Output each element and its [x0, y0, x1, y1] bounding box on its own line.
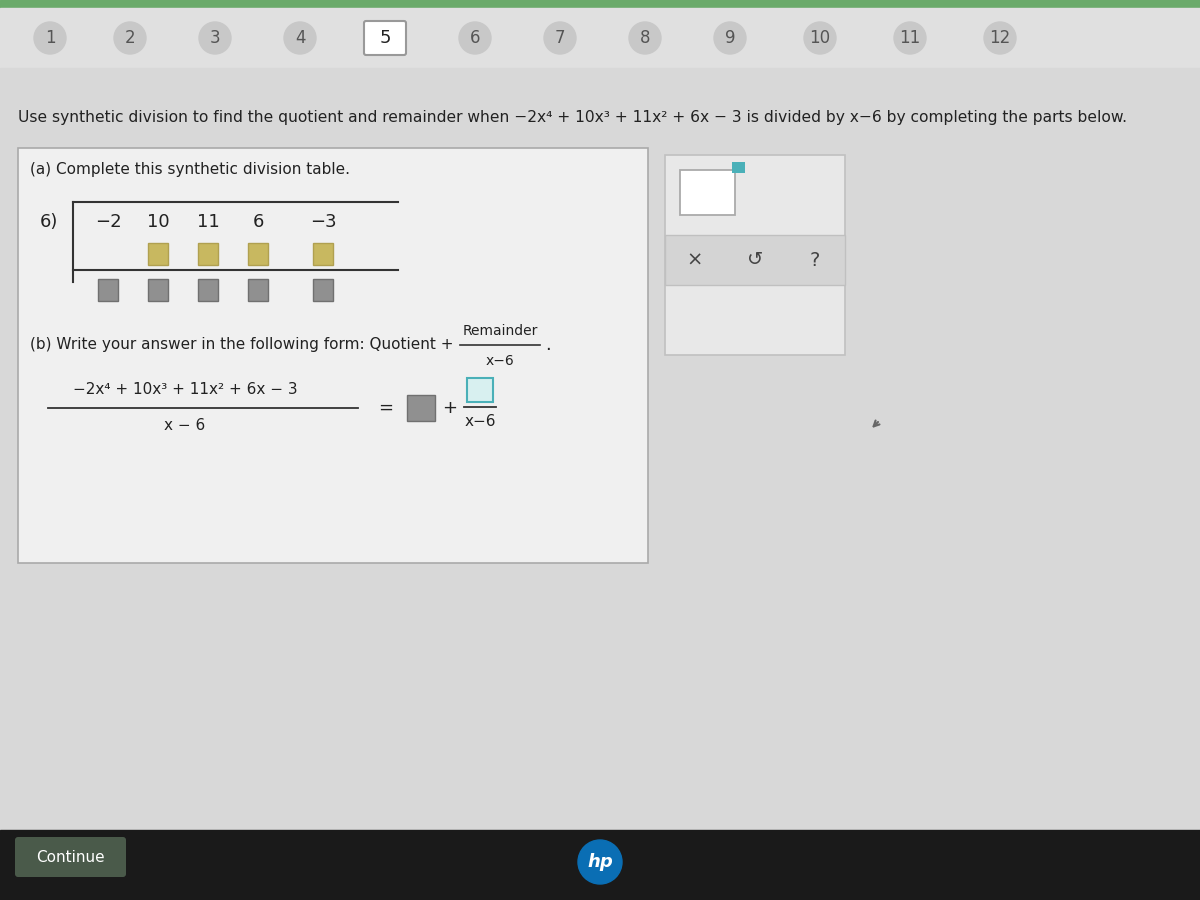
Circle shape [458, 22, 491, 54]
Text: .: . [545, 336, 551, 354]
Text: −2x⁴ + 10x³ + 11x² + 6x − 3: −2x⁴ + 10x³ + 11x² + 6x − 3 [73, 382, 298, 398]
Bar [407, 395, 436, 421]
Circle shape [34, 22, 66, 54]
Circle shape [544, 22, 576, 54]
Circle shape [984, 22, 1016, 54]
Text: 9: 9 [725, 29, 736, 47]
Text: Use synthetic division to find the quotient and remainder when −2x⁴ + 10x³ + 11x: Use synthetic division to find the quoti… [18, 110, 1127, 125]
Bar [148, 243, 168, 265]
FancyBboxPatch shape [364, 21, 406, 55]
Bar [313, 243, 334, 265]
Circle shape [284, 22, 316, 54]
Bar [313, 279, 334, 301]
Text: 1: 1 [44, 29, 55, 47]
Text: 10: 10 [146, 213, 169, 231]
Bar [0, 0, 1200, 8]
Bar [0, 8, 1200, 68]
Circle shape [804, 22, 836, 54]
Text: −2: −2 [95, 213, 121, 231]
Text: x − 6: x − 6 [164, 418, 205, 434]
Text: 6: 6 [469, 29, 480, 47]
Bar [680, 170, 734, 215]
Bar [198, 279, 218, 301]
Text: 11: 11 [899, 29, 920, 47]
Bar [665, 235, 845, 285]
Text: 12: 12 [989, 29, 1010, 47]
Text: −3: −3 [310, 213, 336, 231]
Bar [467, 378, 493, 402]
Circle shape [199, 22, 230, 54]
Bar [0, 830, 1200, 900]
Text: 2: 2 [125, 29, 136, 47]
Text: (a) Complete this synthetic division table.: (a) Complete this synthetic division tab… [30, 162, 350, 177]
Text: 10: 10 [810, 29, 830, 47]
Text: 3: 3 [210, 29, 221, 47]
Text: x−6: x−6 [486, 354, 515, 368]
FancyBboxPatch shape [14, 837, 126, 877]
Circle shape [114, 22, 146, 54]
Circle shape [578, 840, 622, 884]
Text: hp: hp [587, 853, 613, 871]
Bar [732, 162, 745, 173]
Bar [665, 155, 845, 355]
Bar [148, 279, 168, 301]
Bar [248, 279, 268, 301]
Text: =: = [378, 399, 394, 417]
Text: 6: 6 [252, 213, 264, 231]
Text: ×: × [686, 250, 703, 269]
Text: x−6: x−6 [464, 415, 496, 429]
Text: 7: 7 [554, 29, 565, 47]
Text: ↺: ↺ [746, 250, 763, 269]
Bar [98, 279, 118, 301]
Text: Continue: Continue [36, 850, 104, 865]
Text: ?: ? [810, 250, 820, 269]
Text: Remainder: Remainder [462, 324, 538, 338]
Text: 4: 4 [295, 29, 305, 47]
Circle shape [714, 22, 746, 54]
Text: +: + [443, 399, 457, 417]
Text: (b) Write your answer in the following form: Quotient +: (b) Write your answer in the following f… [30, 338, 454, 353]
Circle shape [629, 22, 661, 54]
Text: 5: 5 [379, 29, 391, 47]
Circle shape [894, 22, 926, 54]
Text: 8: 8 [640, 29, 650, 47]
Bar [18, 148, 648, 563]
Text: 6): 6) [40, 213, 59, 231]
Text: 11: 11 [197, 213, 220, 231]
Bar [248, 243, 268, 265]
Bar [198, 243, 218, 265]
Bar [0, 68, 1200, 830]
